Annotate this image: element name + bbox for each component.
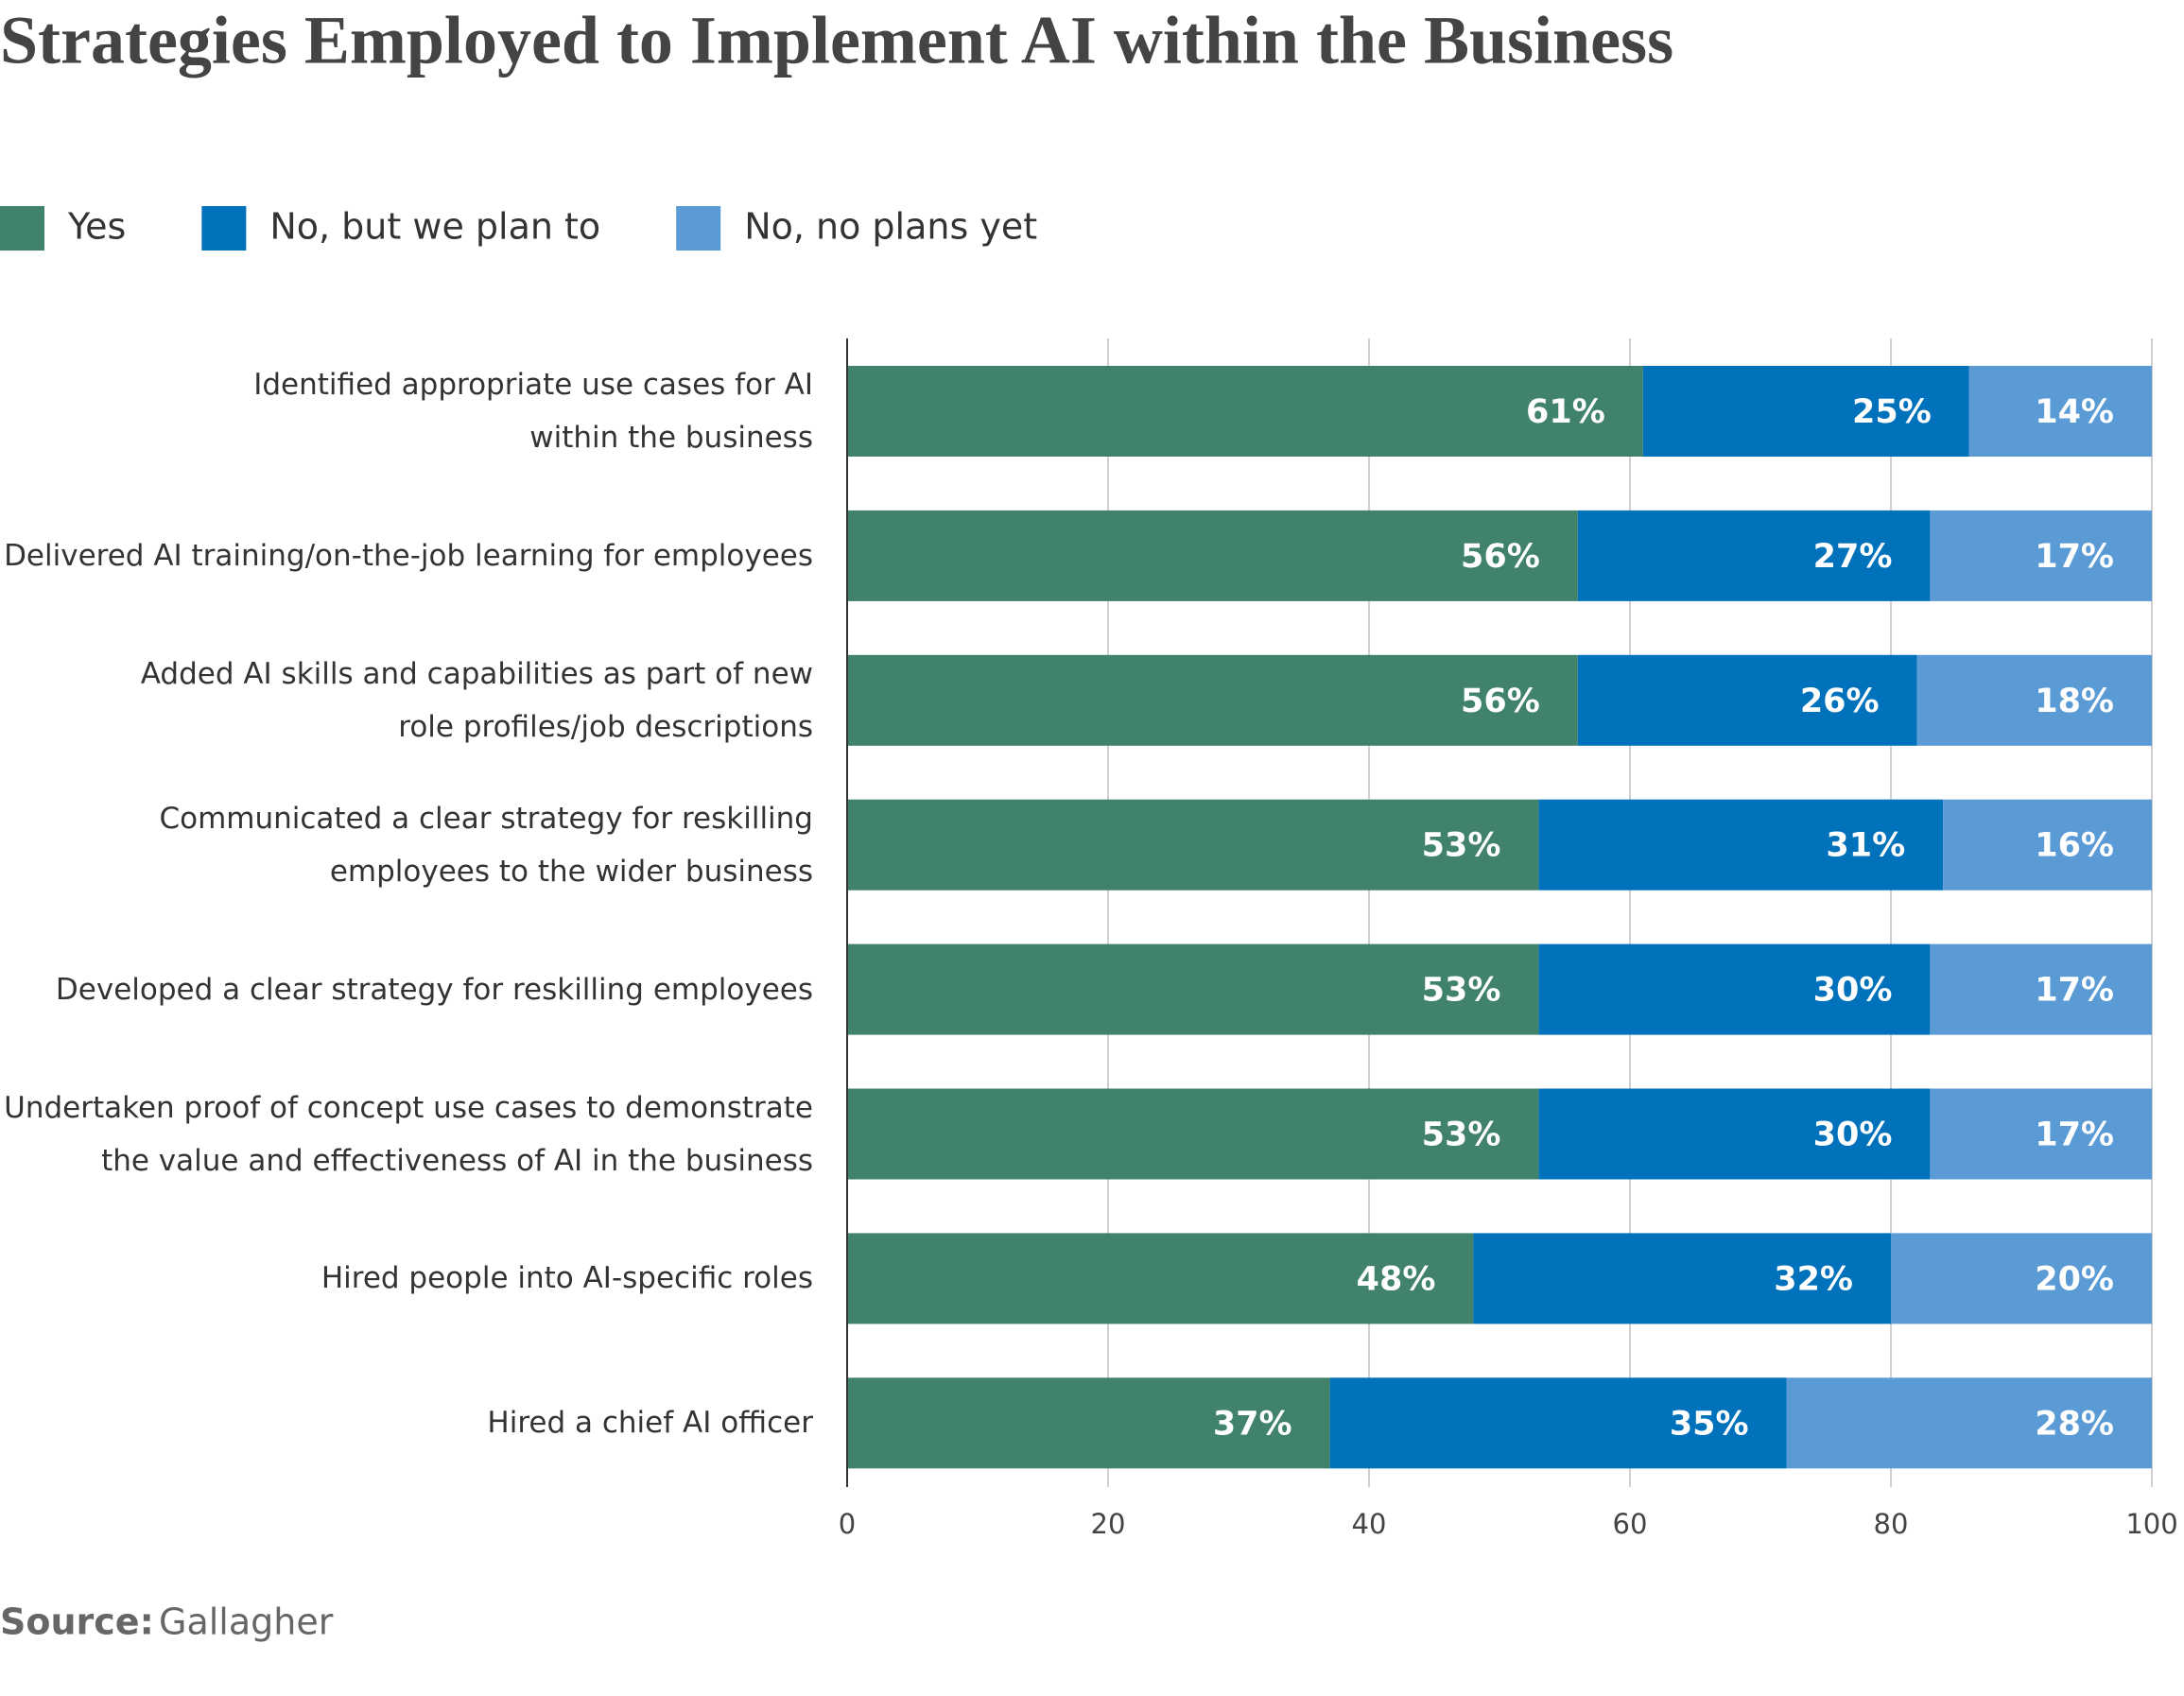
bar-segment [847,510,1578,601]
value-label: 17% [2035,972,2114,1010]
bar-segment [1930,943,2152,1035]
value-label: 53% [1422,1116,1501,1154]
bar-segment [1577,510,1931,601]
category-label: Delivered AI training/on-the-job learnin… [4,538,813,573]
bar-segment [847,366,1643,457]
value-label: 20% [2035,1260,2114,1298]
legend-swatch [0,206,44,251]
value-label: 26% [1800,683,1880,720]
value-label: 32% [1774,1260,1853,1298]
value-label: 17% [2035,538,2114,576]
bar-segment [847,1088,1539,1180]
legend-label: No, but we plan to [269,206,600,248]
x-tick-label: 0 [839,1508,856,1540]
value-label: 35% [1670,1405,1749,1443]
x-tick-label: 80 [1874,1508,1909,1540]
category-label: Hired a chief AI officer [487,1406,813,1441]
legend-swatch [676,206,721,251]
bar-segment [847,799,1539,891]
value-label: 30% [1813,1116,1893,1154]
bar-segment [1538,799,1944,891]
bar-segment [1538,943,1931,1035]
value-label: 27% [1813,538,1893,576]
bar-segment [847,1377,1330,1469]
bar-segment [1930,510,2152,601]
bar-segment [847,654,1578,746]
category-label: Developed a clear strategy for reskillin… [55,972,813,1007]
x-tick-label: 20 [1091,1508,1126,1540]
value-label: 53% [1422,827,1501,865]
value-label: 37% [1213,1405,1292,1443]
legend-swatch [201,206,247,251]
bar-segment [1916,654,2152,746]
legend-label: No, no plans yet [744,206,1037,248]
value-label: 17% [2035,1116,2114,1154]
x-tick-label: 60 [1613,1508,1648,1540]
value-label: 16% [2035,827,2114,865]
category-label: Undertaken proof of concept use cases to… [4,1090,813,1178]
category-label: Hired people into AI-specific roles [321,1261,813,1296]
bar-segment [847,1233,1474,1324]
bar-segment [847,943,1539,1035]
x-tick-label: 100 [2125,1508,2177,1540]
bar-segment [1329,1377,1787,1469]
value-label: 14% [2035,393,2114,431]
category-label: Communicated a clear strategy for reskil… [159,801,813,889]
bar-segment [1473,1233,1891,1324]
category-label: Added AI skills and capabilities as part… [140,656,813,744]
category-label: Identified appropriate use cases for AI … [253,368,813,455]
value-label: 30% [1813,972,1893,1010]
bar-segment [1968,366,2152,457]
value-label: 25% [1852,393,1932,431]
legend-label: Yes [67,206,126,248]
bar-segment [1577,654,1917,746]
bar-segment [1642,366,1969,457]
bar-segment [1538,1088,1931,1180]
value-label: 28% [2035,1405,2114,1443]
value-label: 48% [1357,1260,1436,1298]
bar-segment [1930,1088,2152,1180]
value-label: 56% [1461,683,1540,720]
bar-segment [1943,799,2152,891]
bar-segment [1891,1233,2152,1324]
value-label: 53% [1422,972,1501,1010]
x-tick-label: 40 [1352,1508,1387,1540]
value-label: 56% [1461,538,1540,576]
bar-segment [1786,1377,2152,1469]
chart-title: Strategies Employed to Implement AI with… [0,3,1673,78]
value-label: 18% [2035,683,2114,720]
source-label: Source: [0,1601,154,1643]
value-label: 61% [1526,393,1605,431]
value-label: 31% [1826,827,1905,865]
source-text: Gallagher [159,1601,334,1643]
